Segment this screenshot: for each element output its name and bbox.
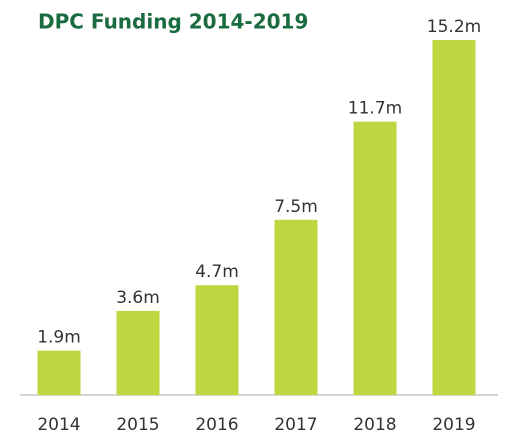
value-label: 1.9m <box>37 328 81 348</box>
value-label: 4.7m <box>195 262 239 282</box>
value-label: 15.2m <box>427 17 481 37</box>
x-tick-label: 2016 <box>195 415 238 435</box>
bar <box>116 310 160 395</box>
bar <box>353 121 397 396</box>
bar <box>37 350 81 395</box>
x-tick-label: 2014 <box>37 415 80 435</box>
bar <box>432 39 476 395</box>
value-label: 11.7m <box>348 99 402 119</box>
bar <box>274 219 318 395</box>
chart-title: DPC Funding 2014-2019 <box>38 10 308 34</box>
x-tick-label: 2015 <box>116 415 159 435</box>
bar <box>195 285 239 395</box>
x-tick-label: 2018 <box>353 415 396 435</box>
value-label: 7.5m <box>274 197 318 217</box>
value-label: 3.6m <box>116 288 160 308</box>
x-tick-label: 2017 <box>274 415 317 435</box>
x-tick-label: 2019 <box>432 415 475 435</box>
